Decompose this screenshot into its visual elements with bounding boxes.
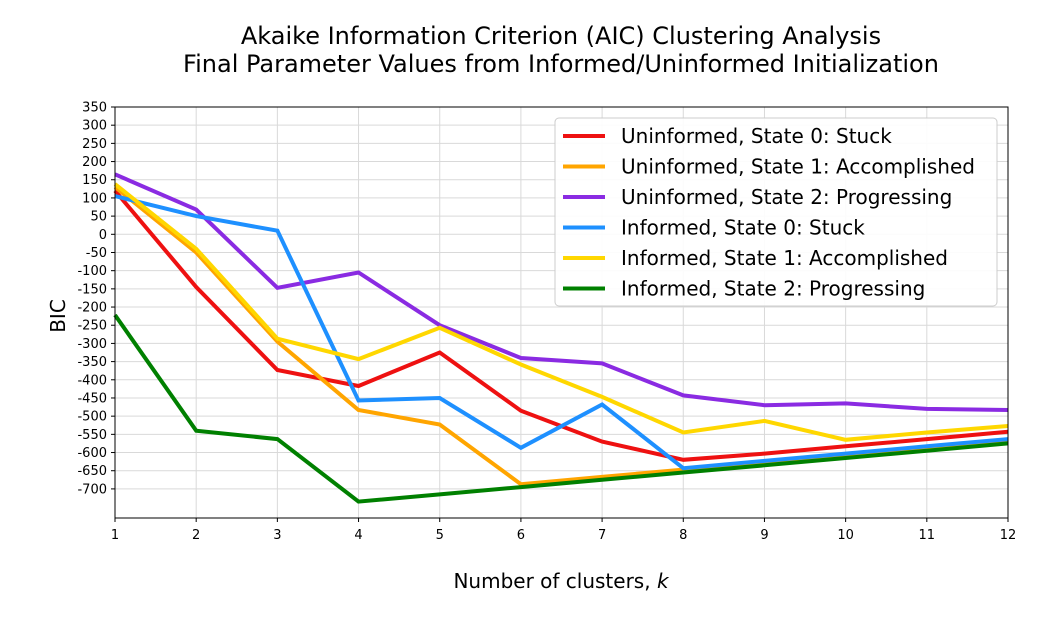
y-tick-label: -150 xyxy=(77,282,107,297)
y-tick-label: -350 xyxy=(77,355,107,370)
y-tick-label: -700 xyxy=(77,482,107,497)
legend-label-informed-state-1-accomplished: Informed, State 1: Accomplished xyxy=(621,246,948,270)
y-tick-label: 300 xyxy=(82,119,107,134)
y-tick-label: -400 xyxy=(77,373,107,388)
series-line-uninformed-state-2-progressing xyxy=(114,172,1009,412)
chart-title-line-2: Final Parameter Values from Informed/Uni… xyxy=(183,50,939,78)
x-tick-label: 10 xyxy=(837,528,854,543)
x-tick-label: 12 xyxy=(1000,528,1017,543)
y-tick-label: -300 xyxy=(77,337,107,352)
y-tick-label: -500 xyxy=(77,410,107,425)
legend: Uninformed, State 0: Stuck Uninformed, St… xyxy=(554,117,998,307)
x-tick-label: 9 xyxy=(760,528,768,543)
x-tick-label: 1 xyxy=(111,528,119,543)
series-line-informed-state-0-stuck xyxy=(114,194,1009,471)
x-tick-label: 5 xyxy=(436,528,444,543)
x-tick-label: 4 xyxy=(354,528,362,543)
y-tick-label: 0 xyxy=(99,228,107,243)
y-tick-label: 100 xyxy=(82,191,107,206)
legend-label-informed-state-2-progressing: Informed, State 2: Progressing xyxy=(621,277,925,301)
y-tick-label: 50 xyxy=(90,210,107,225)
x-tick-label: 6 xyxy=(517,528,525,543)
y-axis-ticks: 350 300 250 200 150 100 50 0 -50 -100 -150 -200 -250… xyxy=(77,101,115,497)
legend-label-informed-state-0-stuck: Informed, State 0: Stuck xyxy=(621,216,865,240)
y-tick-label: 250 xyxy=(82,137,107,152)
y-axis-label: BIC xyxy=(46,299,70,333)
x-tick-label: 11 xyxy=(919,528,936,543)
x-tick-label: 8 xyxy=(679,528,687,543)
y-tick-label: 350 xyxy=(82,101,107,116)
y-tick-label: -100 xyxy=(77,264,107,279)
y-tick-label: -250 xyxy=(77,319,107,334)
y-tick-label: -550 xyxy=(77,428,107,443)
y-tick-label: -600 xyxy=(77,446,107,461)
y-tick-label: 150 xyxy=(82,173,107,188)
y-tick-label: -200 xyxy=(77,301,107,316)
series-lines xyxy=(113,172,1009,504)
y-tick-label: -450 xyxy=(77,391,107,406)
legend-box xyxy=(554,117,998,307)
x-tick-label: 7 xyxy=(598,528,606,543)
x-axis-label-text: Number of clusters, xyxy=(453,569,657,593)
legend-label-uninformed-state-2-progressing: Uninformed, State 2: Progressing xyxy=(621,185,952,209)
x-tick-label: 2 xyxy=(192,528,200,543)
x-tick-label: 3 xyxy=(273,528,281,543)
x-axis-ticks: 1 2 3 4 5 6 7 8 9 10 11 12 xyxy=(111,518,1016,543)
y-tick-label: -650 xyxy=(77,464,107,479)
x-axis-label-variable: k xyxy=(657,569,670,593)
plot-frame xyxy=(114,106,1009,519)
legend-label-uninformed-state-0-stuck: Uninformed, State 0: Stuck xyxy=(621,124,892,148)
series-line-informed-state-2-progressing xyxy=(113,313,1009,504)
series-line-informed-state-1-accomplished xyxy=(113,182,1009,442)
chart-title-line-1: Akaike Information Criterion (AIC) Clust… xyxy=(241,22,881,50)
y-tick-label: 200 xyxy=(82,155,107,170)
legend-label-uninformed-state-1-accomplished: Uninformed, State 1: Accomplished xyxy=(621,155,975,179)
x-axis-label: Number of clusters, k xyxy=(453,569,670,593)
y-tick-label: -50 xyxy=(86,246,107,261)
